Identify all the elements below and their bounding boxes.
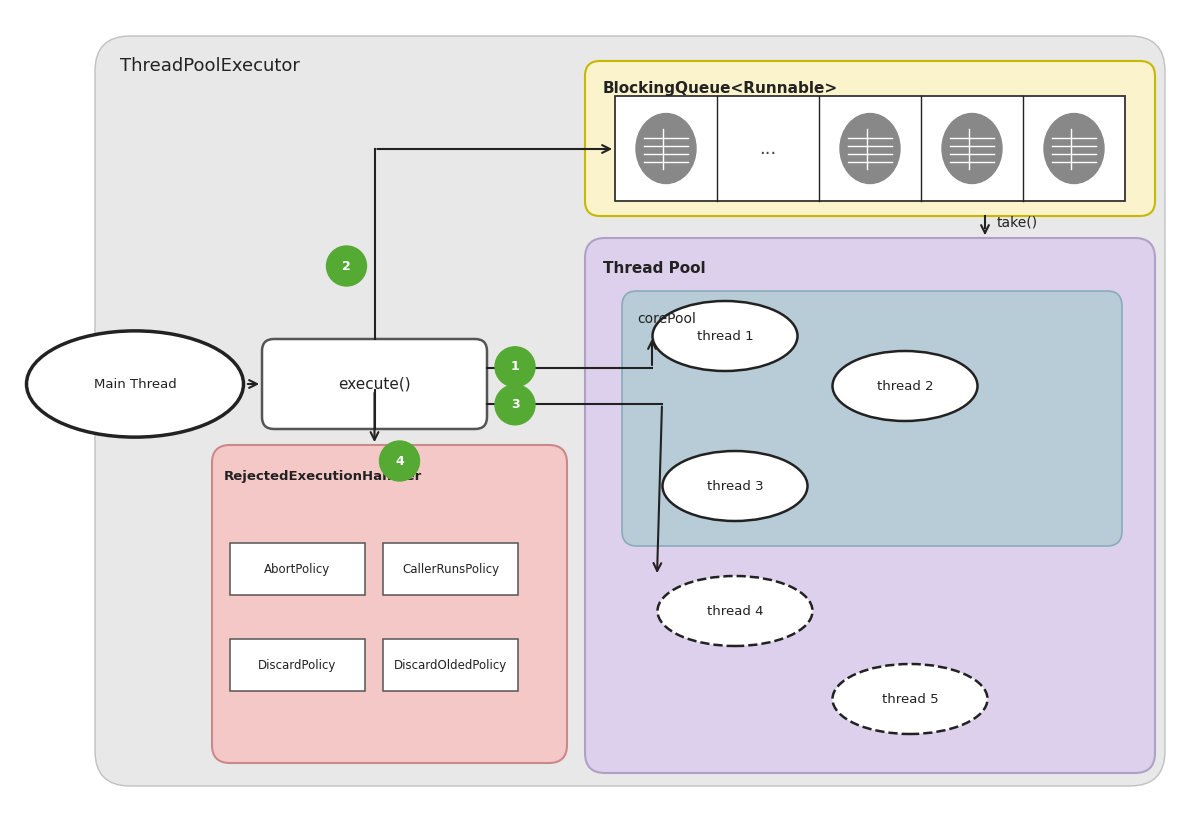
FancyBboxPatch shape <box>616 96 1126 201</box>
Circle shape <box>496 346 535 387</box>
Ellipse shape <box>840 113 900 184</box>
Text: thread 3: thread 3 <box>707 479 763 493</box>
Text: thread 4: thread 4 <box>707 604 763 617</box>
Text: take(): take() <box>997 215 1038 229</box>
Text: 3: 3 <box>511 398 520 411</box>
Ellipse shape <box>942 113 1002 184</box>
Ellipse shape <box>1044 113 1104 184</box>
Text: ...: ... <box>760 140 776 158</box>
FancyBboxPatch shape <box>262 339 487 429</box>
Ellipse shape <box>26 331 244 437</box>
FancyBboxPatch shape <box>212 445 568 763</box>
Circle shape <box>379 441 420 481</box>
FancyBboxPatch shape <box>383 543 518 595</box>
FancyBboxPatch shape <box>586 61 1154 216</box>
FancyBboxPatch shape <box>383 639 518 691</box>
Text: ThreadPoolExecutor: ThreadPoolExecutor <box>120 57 300 75</box>
Text: RejectedExecutionHandler: RejectedExecutionHandler <box>224 470 422 483</box>
Circle shape <box>496 385 535 424</box>
Ellipse shape <box>653 301 798 371</box>
Text: 1: 1 <box>511 360 520 374</box>
Text: corePool: corePool <box>637 312 696 326</box>
Text: DiscardOldedPolicy: DiscardOldedPolicy <box>394 658 508 672</box>
Text: BlockingQueue<Runnable>: BlockingQueue<Runnable> <box>602 81 838 96</box>
Text: Main Thread: Main Thread <box>94 378 176 391</box>
Ellipse shape <box>833 351 978 421</box>
Ellipse shape <box>636 113 696 184</box>
Text: execute(): execute() <box>338 377 410 392</box>
FancyBboxPatch shape <box>95 36 1165 786</box>
Text: CallerRunsPolicy: CallerRunsPolicy <box>402 562 499 576</box>
FancyBboxPatch shape <box>622 291 1122 546</box>
Text: 2: 2 <box>342 259 350 273</box>
Text: thread 5: thread 5 <box>882 692 938 705</box>
Text: Thread Pool: Thread Pool <box>602 261 706 276</box>
Ellipse shape <box>658 576 812 646</box>
Text: AbortPolicy: AbortPolicy <box>264 562 331 576</box>
FancyBboxPatch shape <box>230 639 365 691</box>
Ellipse shape <box>833 664 988 734</box>
Ellipse shape <box>662 451 808 521</box>
FancyBboxPatch shape <box>230 543 365 595</box>
Text: DiscardPolicy: DiscardPolicy <box>258 658 337 672</box>
FancyBboxPatch shape <box>586 238 1154 773</box>
Text: thread 1: thread 1 <box>697 329 754 342</box>
Text: 4: 4 <box>395 455 404 467</box>
Circle shape <box>326 246 366 286</box>
Text: thread 2: thread 2 <box>877 379 934 392</box>
